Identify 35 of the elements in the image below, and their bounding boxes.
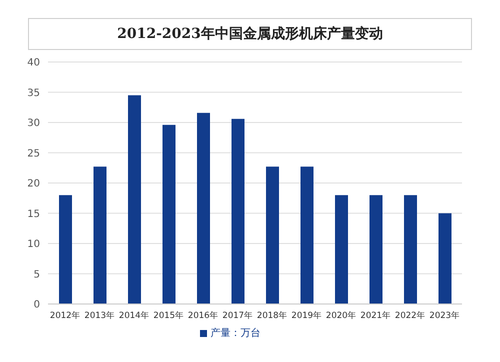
bar [438,213,452,304]
x-tick-label: 2018年 [256,310,288,322]
legend-label: 产量：万台 [210,328,260,339]
chart-title: 2012-2023年中国金属成形机床产量变动 [28,18,472,50]
x-tick-label: 2021年 [360,310,392,322]
y-tick-label: 15 [27,208,40,220]
bar [266,166,279,304]
x-tick-label: 2023年 [429,310,460,322]
x-tick-label: 2015年 [153,310,184,322]
bar [300,166,314,304]
bar [197,112,210,304]
bar [370,195,382,304]
bar [232,118,244,304]
x-tick-label: 2022年 [394,310,426,322]
y-tick-label: 0 [34,300,40,311]
x-tick-label: 2014年 [118,310,150,322]
bar [59,195,72,304]
y-tick-label: 25 [27,148,40,160]
x-tick-label: 2020年 [326,310,357,322]
x-tick-label: 2012年 [50,310,81,322]
bar [335,195,348,304]
x-tick-label: 2019年 [291,310,322,322]
bar [94,166,106,304]
x-tick-label: 2016年 [188,310,219,322]
y-tick-label: 35 [27,88,40,99]
y-tick-label: 30 [27,118,40,130]
y-tick-label: 5 [34,269,40,280]
bar [162,124,176,304]
y-tick-label: 10 [27,239,40,250]
y-tick-label: 40 [27,58,40,69]
x-tick-label: 2013年 [84,310,116,322]
y-tick-label: 20 [27,178,40,190]
x-tick-label: 2017年 [222,310,254,322]
bar [128,95,141,304]
bar [404,195,417,304]
